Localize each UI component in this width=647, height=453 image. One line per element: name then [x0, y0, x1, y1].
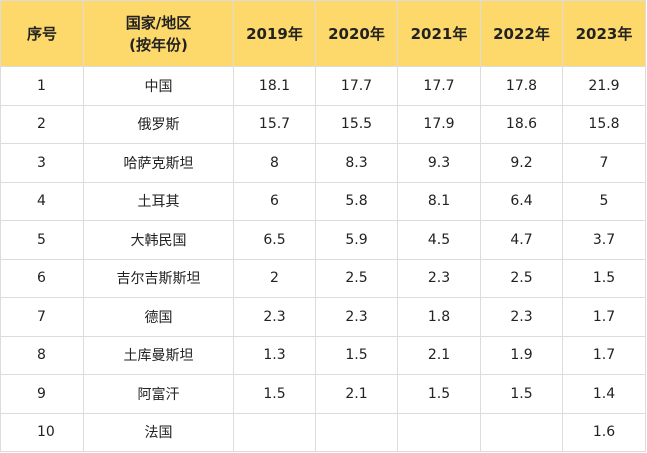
empty-cell	[315, 412, 398, 452]
value-cell: 17.9	[397, 104, 481, 144]
row-number: 4	[0, 181, 84, 221]
country-cell: 大韩民国	[83, 220, 234, 260]
value-cell: 2.1	[315, 374, 398, 414]
value-cell: 2.5	[315, 258, 398, 298]
header-cell: 2019年	[233, 0, 316, 67]
row-number: 1	[0, 66, 84, 106]
country-cell: 土库曼斯坦	[83, 335, 234, 375]
empty-cell	[480, 412, 563, 452]
value-cell: 21.9	[562, 66, 646, 106]
value-cell: 17.8	[480, 66, 563, 106]
country-cell: 德国	[83, 297, 234, 337]
table-row: 7 德国 2.3 2.3 1.8 2.3 1.7	[0, 297, 646, 337]
value-cell: 2.1	[397, 335, 481, 375]
country-cell: 中国	[83, 66, 234, 106]
value-cell: 1.4	[562, 374, 646, 414]
value-cell: 18.6	[480, 104, 563, 144]
row-number: 9	[0, 374, 84, 414]
value-cell: 2.3	[480, 297, 563, 337]
header-cell: 2020年	[315, 0, 398, 67]
value-cell: 15.8	[562, 104, 646, 144]
table-row: 4 土耳其 6 5.8 8.1 6.4 5	[0, 181, 646, 221]
value-cell: 3.7	[562, 220, 646, 260]
country-cell: 吉尔吉斯斯坦	[83, 258, 234, 298]
country-cell: 俄罗斯	[83, 104, 234, 144]
row-number: 10	[0, 412, 84, 452]
value-cell: 5.8	[315, 181, 398, 221]
value-cell: 8.1	[397, 181, 481, 221]
value-cell: 9.3	[397, 143, 481, 183]
country-cell: 哈萨克斯坦	[83, 143, 234, 183]
country-cell: 土耳其	[83, 181, 234, 221]
header-line: (按年份)	[129, 35, 188, 54]
row-number: 6	[0, 258, 84, 298]
value-cell: 6.4	[480, 181, 563, 221]
value-cell: 9.2	[480, 143, 563, 183]
value-cell: 4.7	[480, 220, 563, 260]
table-body: 1 中国 18.1 17.7 17.7 17.8 21.9 2 俄罗斯 15.7 15.5 17.9 1…	[0, 66, 646, 452]
value-cell: 17.7	[397, 66, 481, 106]
value-cell: 1.7	[562, 335, 646, 375]
value-cell: 1.5	[480, 374, 563, 414]
value-cell: 15.5	[315, 104, 398, 144]
header-cell: 2023年	[562, 0, 646, 67]
row-number: 2	[0, 104, 84, 144]
table-row: 3 哈萨克斯坦 8 8.3 9.3 9.2 7	[0, 143, 646, 183]
value-cell: 2.3	[233, 297, 316, 337]
value-cell: 1.7	[562, 297, 646, 337]
table-row: 10 法国 1.6	[0, 412, 646, 452]
header-cell: 2022年	[480, 0, 563, 67]
empty-cell	[233, 412, 316, 452]
row-number: 8	[0, 335, 84, 375]
value-cell: 1.5	[233, 374, 316, 414]
value-cell: 17.7	[315, 66, 398, 106]
value-cell: 1.8	[397, 297, 481, 337]
value-cell: 1.6	[562, 412, 646, 452]
table-row: 2 俄罗斯 15.7 15.5 17.9 18.6 15.8	[0, 104, 646, 144]
header-cell: 国家/地区 (按年份)	[83, 0, 234, 67]
header-line: 国家/地区	[125, 13, 192, 32]
value-cell: 6	[233, 181, 316, 221]
value-cell: 5.9	[315, 220, 398, 260]
table-row: 9 阿富汗 1.5 2.1 1.5 1.5 1.4	[0, 374, 646, 414]
row-number: 7	[0, 297, 84, 337]
empty-cell	[397, 412, 481, 452]
value-cell: 1.3	[233, 335, 316, 375]
value-cell: 1.5	[562, 258, 646, 298]
value-cell: 1.5	[315, 335, 398, 375]
table-row: 8 土库曼斯坦 1.3 1.5 2.1 1.9 1.7	[0, 335, 646, 375]
table-row: 6 吉尔吉斯斯坦 2 2.5 2.3 2.5 1.5	[0, 258, 646, 298]
value-cell: 5	[562, 181, 646, 221]
value-cell: 4.5	[397, 220, 481, 260]
value-cell: 7	[562, 143, 646, 183]
table-row: 1 中国 18.1 17.7 17.7 17.8 21.9	[0, 66, 646, 106]
value-cell: 18.1	[233, 66, 316, 106]
value-cell: 2	[233, 258, 316, 298]
value-cell: 15.7	[233, 104, 316, 144]
row-number: 5	[0, 220, 84, 260]
value-cell: 8.3	[315, 143, 398, 183]
country-cell: 阿富汗	[83, 374, 234, 414]
value-cell: 1.9	[480, 335, 563, 375]
header-cell: 序号	[0, 0, 84, 67]
table-row: 5 大韩民国 6.5 5.9 4.5 4.7 3.7	[0, 220, 646, 260]
value-cell: 6.5	[233, 220, 316, 260]
value-cell: 8	[233, 143, 316, 183]
value-cell: 2.3	[315, 297, 398, 337]
header-cell: 2021年	[397, 0, 481, 67]
value-cell: 1.5	[397, 374, 481, 414]
value-cell: 2.3	[397, 258, 481, 298]
header-row: 序号 国家/地区 (按年份) 2019年 2020年 2021年 2022年 2023年	[0, 0, 646, 67]
country-cell: 法国	[83, 412, 234, 452]
row-number: 3	[0, 143, 84, 183]
value-cell: 2.5	[480, 258, 563, 298]
